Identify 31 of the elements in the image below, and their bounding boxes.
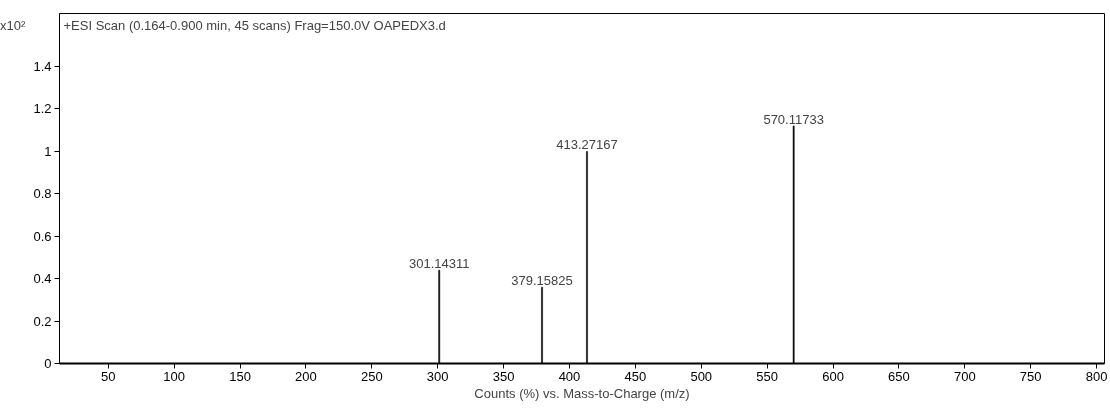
x-tick-label: 800 xyxy=(1085,368,1108,384)
y-tick-label: 1.2 xyxy=(33,101,52,117)
x-tick-label: 150 xyxy=(229,368,251,384)
y-tick-label: 0.4 xyxy=(33,271,52,287)
x-tick-label: 400 xyxy=(558,368,581,384)
x-tick-label: 300 xyxy=(426,368,449,384)
x-tick-label: 650 xyxy=(888,368,910,384)
x-tick-label: 700 xyxy=(953,368,976,384)
y-tick-label: 1.4 xyxy=(33,59,52,75)
annotation: 413.27167 xyxy=(556,137,618,153)
x-axis-title: Counts (%) vs. Mass-to-Charge (m/z) xyxy=(474,385,690,401)
annotation: 570.11733 xyxy=(763,111,824,127)
x-tick-label: 50 xyxy=(101,368,116,384)
x-tick-label: 100 xyxy=(163,368,186,384)
annotation: 301.14311 xyxy=(408,256,470,272)
x-tick-label: 250 xyxy=(360,368,383,384)
annotation: 379.15825 xyxy=(511,273,573,289)
chart-title: +ESI Scan (0.164-0.900 min, 45 scans) Frag=150.0V OAPEDX3.d xyxy=(63,17,446,33)
y-axis-title: x10² xyxy=(0,17,26,35)
x-tick-label: 200 xyxy=(295,368,317,384)
y-tick-label: 0 xyxy=(44,356,52,371)
y-tick-label: 0.6 xyxy=(33,228,52,244)
y-tick-label: 1 xyxy=(44,143,52,159)
y-tick-label: 0.8 xyxy=(33,186,52,202)
x-tick-label: 500 xyxy=(690,368,713,384)
x-tick-label: 750 xyxy=(1019,368,1042,384)
x-tick-label: 450 xyxy=(624,368,647,384)
x-tick-label: 550 xyxy=(756,368,779,384)
x-tick-label: 350 xyxy=(492,368,515,384)
y-tick-label: 0.2 xyxy=(33,313,52,329)
x-tick-label: 600 xyxy=(822,368,844,384)
